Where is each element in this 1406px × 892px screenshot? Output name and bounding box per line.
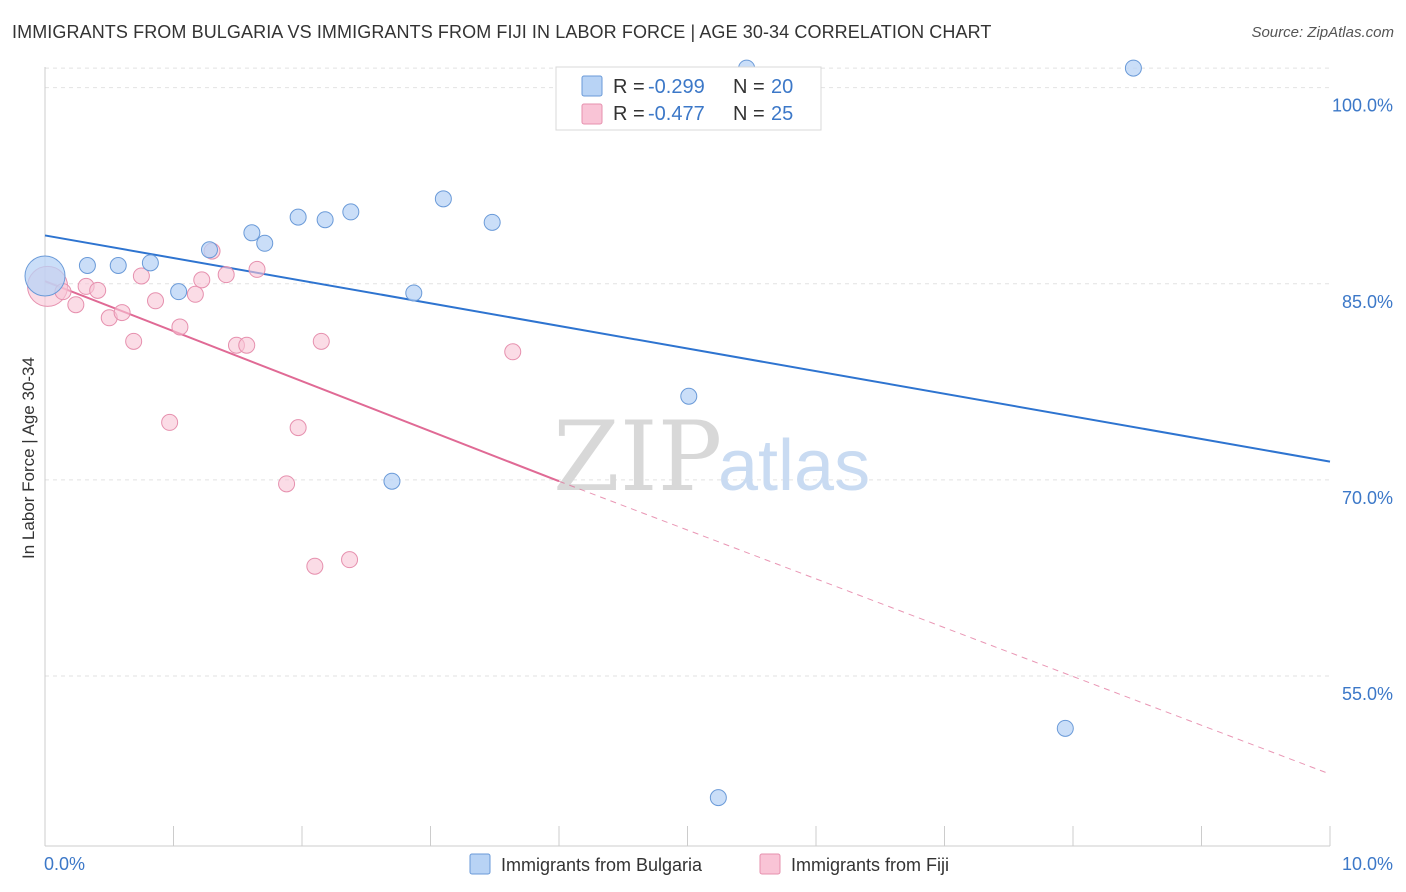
legend-n-label-fiji: N = — [733, 103, 765, 125]
legend-n-label-bulgaria: N = — [733, 76, 765, 98]
legend: R = -0.299 N = 20 R = -0.477 N = 25 — [555, 66, 822, 131]
point-bulgaria — [680, 387, 698, 405]
grid-lines — [45, 67, 1330, 677]
point-fiji — [289, 419, 307, 437]
y-tick-labels: 100.0% 85.0% 70.0% 55.0% — [1332, 96, 1393, 704]
series-swatch-fiji — [759, 853, 781, 875]
point-fiji — [217, 266, 235, 284]
legend-r-label-bulgaria: R = — [613, 76, 645, 98]
point-fiji — [312, 332, 330, 350]
chart-title: IMMIGRANTS FROM BULGARIA VS IMMIGRANTS F… — [12, 22, 992, 42]
legend-n-value-fiji: 25 — [771, 103, 793, 125]
point-fiji — [113, 304, 131, 322]
point-bulgaria — [434, 190, 452, 208]
watermark-zip: ZIP — [553, 401, 722, 513]
y-tick-label: 70.0% — [1342, 488, 1393, 508]
point-bulgaria — [1124, 59, 1142, 77]
legend-r-value-fiji: -0.477 — [648, 103, 705, 125]
point-bulgaria — [289, 208, 307, 226]
point-fiji — [89, 281, 107, 299]
point-fiji — [193, 271, 211, 289]
point-fiji — [504, 343, 522, 361]
series-label-fiji: Immigrants from Fiji — [791, 855, 949, 875]
point-bulgaria — [405, 284, 423, 302]
point-fiji — [238, 336, 256, 354]
y-tick-label: 100.0% — [1332, 96, 1393, 116]
legend-n-value-bulgaria: 20 — [771, 76, 793, 98]
axes — [44, 67, 1331, 847]
legend-swatch-bulgaria — [581, 75, 603, 97]
watermark-atlas: atlas — [718, 426, 870, 506]
point-fiji — [248, 260, 266, 278]
point-bulgaria — [243, 224, 261, 242]
point-fiji — [147, 292, 165, 310]
watermark: ZIP atlas — [553, 401, 870, 513]
point-fiji — [306, 557, 324, 575]
point-bulgaria — [342, 203, 360, 221]
point-bulgaria — [170, 283, 188, 301]
y-tick-label: 85.0% — [1342, 292, 1393, 312]
point-fiji — [278, 475, 296, 493]
point-bulgaria — [483, 213, 501, 231]
y-axis-label: In Labor Force | Age 30-34 — [19, 357, 38, 559]
point-bulgaria — [1056, 719, 1074, 737]
point-fiji — [171, 318, 189, 336]
legend-r-label-fiji: R = — [613, 103, 645, 125]
legend-r-value-bulgaria: -0.299 — [648, 76, 705, 98]
trend-line-fiji — [44, 280, 560, 483]
point-fiji — [125, 332, 143, 350]
point-bulgaria — [383, 472, 401, 490]
point-bulgaria — [709, 789, 727, 807]
point-fiji — [132, 267, 150, 285]
point-fiji — [341, 551, 359, 569]
x-tick-label: 10.0% — [1342, 854, 1393, 874]
series-legend: Immigrants from Bulgaria Immigrants from… — [469, 853, 949, 875]
legend-swatch-fiji — [581, 103, 603, 125]
point-fiji — [67, 296, 85, 314]
y-tick-label: 55.0% — [1342, 684, 1393, 704]
point-bulgaria — [256, 234, 274, 252]
point-bulgaria — [78, 256, 96, 274]
point-bulgaria — [141, 254, 159, 272]
x-tick-label: 0.0% — [44, 854, 85, 874]
source-credit: Source: ZipAtlas.com — [1251, 24, 1394, 41]
series-swatch-bulgaria — [469, 853, 491, 875]
point-bulgaria — [316, 211, 334, 229]
point-bulgaria — [109, 256, 127, 274]
point-bulgaria — [200, 241, 218, 259]
trend-line-fiji-extended — [558, 480, 1331, 775]
series-label-bulgaria: Immigrants from Bulgaria — [501, 855, 703, 875]
point-bulgaria — [24, 255, 66, 297]
point-fiji — [186, 285, 204, 303]
point-fiji — [161, 413, 179, 431]
x-tick-labels: 0.0% 10.0% — [44, 854, 1393, 874]
